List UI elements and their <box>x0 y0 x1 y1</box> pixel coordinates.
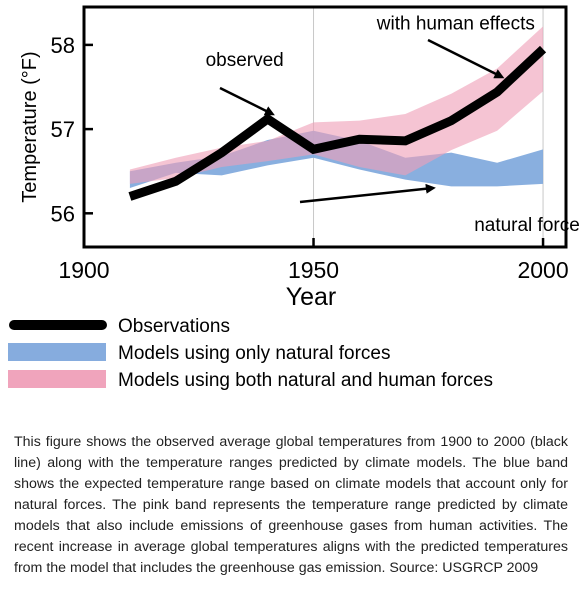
annotation-label: with human effects <box>376 14 535 35</box>
annotation-arrow <box>299 183 436 204</box>
legend-label: Models using only natural forces <box>118 343 390 364</box>
x-axis-label: Year <box>286 283 337 311</box>
axis-ticks: 56 57 58 1900 1950 2000 <box>51 33 569 283</box>
legend-swatch-human <box>8 370 106 388</box>
x-tick-label: 1900 <box>58 257 109 283</box>
x-tick-label: 1950 <box>288 257 339 283</box>
observation-line-layer <box>128 45 547 201</box>
legend: Observations Models using only natural fo… <box>8 316 493 391</box>
annotation-label: observed <box>206 50 284 71</box>
figure-caption: This figure shows the observed average g… <box>14 434 568 576</box>
x-tick-label: 2000 <box>517 257 568 283</box>
temperature-chart: 56 57 58 1900 1950 2000 observed with human ef… <box>8 5 580 391</box>
annotation-label: natural forces only <box>474 215 580 236</box>
plot-frame <box>82 5 568 249</box>
legend-label: Observations <box>118 316 230 337</box>
y-tick-label: 56 <box>51 201 75 226</box>
annotation-arrow <box>219 86 275 116</box>
annotations: observed with human effects natural forces… <box>206 14 580 236</box>
y-axis-label: Temperature (°F) <box>19 51 41 202</box>
y-tick-label: 57 <box>51 117 75 142</box>
observations-line <box>128 45 547 201</box>
human-forces-band <box>129 26 544 184</box>
model-bands <box>129 26 544 189</box>
legend-swatch-natural <box>8 343 106 361</box>
annotation-arrow <box>427 38 505 79</box>
legend-label: Models using both natural and human forc… <box>118 370 493 391</box>
y-tick-label: 58 <box>51 33 75 58</box>
